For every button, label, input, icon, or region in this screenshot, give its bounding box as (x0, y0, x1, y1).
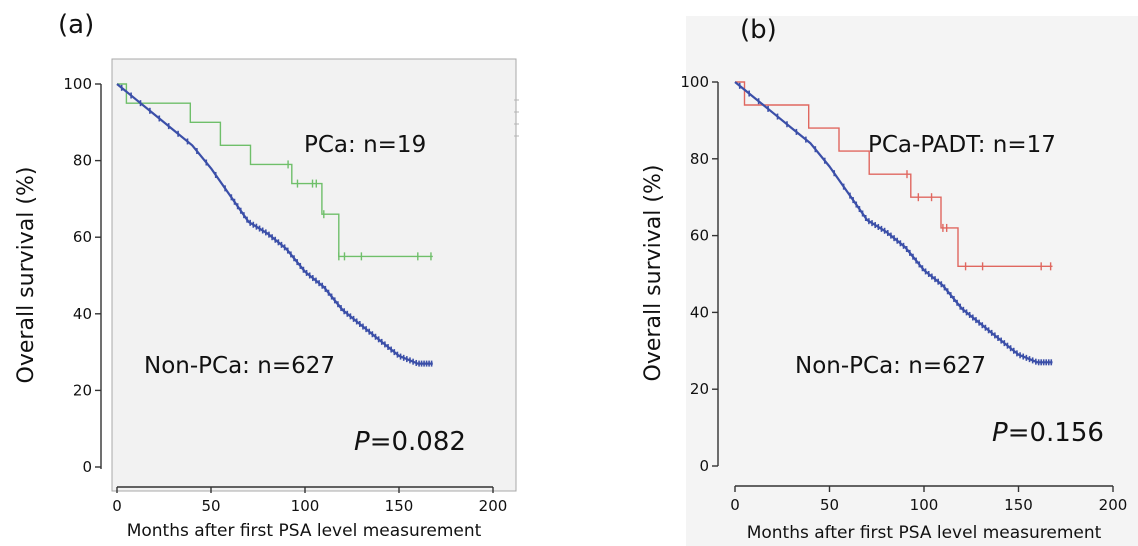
x-tick-label: 50 (201, 497, 220, 515)
y-tick-label: 100 (680, 73, 709, 91)
panel-a-x-axis-label: Months after first PSA level measurement (127, 521, 482, 541)
series-line-non-pca (116, 83, 433, 365)
panel-a-p-label: P (354, 427, 370, 457)
x-tick-label: 100 (291, 497, 320, 515)
x-tick-label: 0 (730, 496, 740, 514)
panel-a-x-ticks: 0 50 100 150 200 (112, 487, 507, 515)
panel-a-series (116, 83, 433, 367)
x-tick-label: 200 (479, 497, 508, 515)
panel-b-annotation-non-pca: Non-PCa: n=627 (795, 353, 986, 379)
y-tick-label: 60 (690, 227, 709, 245)
x-tick-label: 150 (385, 497, 414, 515)
y-tick-label: 40 (73, 305, 92, 323)
series-line-pca (117, 83, 433, 258)
panel-b-y-axis-label: Overall survival (%) (641, 165, 666, 382)
panel-a-plot-area (111, 58, 517, 492)
panel-a-y-axis-label: Overall survival (%) (14, 167, 39, 384)
panel-b-y-ticks: 0 20 40 60 80 100 (680, 73, 718, 475)
panel-a-p-number: =0.082 (370, 427, 466, 457)
series-line-pca-padt (735, 81, 1053, 267)
panel-b-p-label: P (992, 418, 1008, 448)
y-tick-label: 0 (82, 458, 92, 476)
y-tick-label: 40 (690, 303, 709, 321)
y-tick-label: 60 (73, 228, 92, 246)
x-tick-label: 200 (1099, 496, 1128, 514)
panel-a: (a) 0 20 40 60 80 100 0 50 100 150 200 Months aft… (14, 10, 519, 541)
panel-b-x-ticks: 0 50 100 150 200 (730, 486, 1127, 514)
panel-b-x-axis-label: Months after first PSA level measurement (747, 523, 1102, 543)
x-tick-label: 0 (112, 497, 122, 515)
y-tick-label: 20 (73, 381, 92, 399)
y-tick-label: 0 (699, 457, 709, 475)
panel-b-annotation-pca-padt: PCa-PADT: n=17 (868, 132, 1056, 158)
panel-a-annotation-pca: PCa: n=19 (304, 132, 426, 158)
panel-a-p-value: P=0.082 (354, 427, 466, 457)
panel-a-annotation-non-pca: Non-PCa: n=627 (144, 353, 335, 379)
panel-a-label: (a) (58, 10, 94, 40)
series-line-non-pca (734, 81, 1053, 364)
panel-b-background (686, 16, 1138, 546)
x-tick-label: 100 (910, 496, 939, 514)
y-tick-label: 80 (690, 150, 709, 168)
y-tick-label: 20 (690, 380, 709, 398)
y-tick-label: 80 (73, 152, 92, 170)
panel-b-p-number: =0.156 (1008, 418, 1104, 448)
x-tick-label: 150 (1004, 496, 1033, 514)
panel-a-y-ticks: 0 20 40 60 80 100 (63, 75, 101, 476)
panel-b: (b) 0 20 40 60 80 100 0 50 100 150 200 Months aft… (641, 15, 1138, 546)
panel-b-p-value: P=0.156 (992, 418, 1104, 448)
x-tick-label: 50 (820, 496, 839, 514)
panel-b-series (734, 81, 1053, 366)
panel-b-label: (b) (740, 15, 777, 45)
y-tick-label: 100 (63, 75, 92, 93)
